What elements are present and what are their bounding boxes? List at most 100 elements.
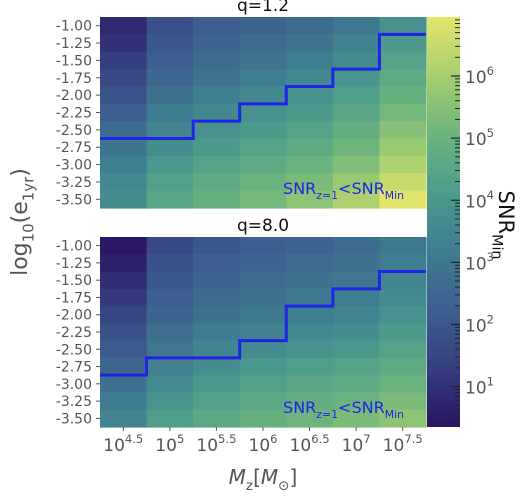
heatmap-cell — [286, 190, 334, 209]
y-tick-label: -2.00 — [56, 308, 92, 324]
heatmap-cell — [379, 271, 427, 290]
heatmap-cell — [332, 51, 381, 70]
y-tick-label: -2.50 — [56, 342, 92, 358]
colorbar-tick-label-part: 2 — [487, 312, 494, 326]
heatmap-cell — [332, 86, 381, 105]
y-tick-label: -1.00 — [56, 19, 92, 35]
heatmap-cell — [239, 306, 287, 324]
heatmap-cell — [332, 357, 381, 376]
heatmap-cell — [100, 86, 148, 105]
x-tick-label-part: 10 — [290, 436, 312, 456]
y-axis-label-part: 10 — [20, 223, 38, 242]
panel-annotation: SNRz=1<SNRMin — [283, 179, 404, 202]
x-tick-label-part: 7.5 — [404, 432, 422, 446]
heatmap-cell — [193, 121, 241, 140]
y-tick-label: -1.00 — [56, 239, 92, 255]
x-tick-label: 107.5 — [383, 432, 423, 456]
x-axis-label-part: M — [261, 465, 278, 489]
x-tick-label: 106.5 — [290, 432, 330, 456]
colorbar-tick-label: 106 — [465, 64, 494, 88]
heatmap-cell — [286, 323, 334, 342]
heatmap-cell — [379, 375, 427, 394]
x-tick-label-part: 10 — [249, 436, 271, 456]
y-tick-label: -3.50 — [56, 192, 92, 208]
heatmap-cell — [286, 288, 334, 307]
y-axis-label-part: 1yr — [20, 176, 38, 201]
heatmap-cell — [286, 409, 334, 428]
heatmap-cell — [379, 86, 427, 105]
heatmap-cell — [332, 190, 381, 209]
y-tick-label: -3.00 — [56, 158, 92, 174]
heatmap-cell — [286, 138, 334, 157]
heatmap-cell — [146, 254, 194, 273]
y-tick-label: -2.50 — [56, 123, 92, 139]
heatmap-cell — [146, 190, 194, 209]
panel-annotation-part: Min — [385, 189, 404, 202]
y-tick-label: -2.25 — [56, 325, 92, 341]
heatmap-cell — [332, 375, 381, 394]
heatmap-cell — [379, 306, 427, 324]
colorbar-tick-label-part: 3 — [487, 250, 494, 264]
heatmap-cell — [100, 375, 148, 394]
heatmap-cell — [146, 409, 194, 428]
y-axis-label-part: (e — [8, 201, 33, 223]
heatmap-cell — [100, 121, 148, 140]
heatmap-cell — [193, 306, 241, 324]
heatmap-cell — [239, 190, 287, 209]
x-axis-label-part: ] — [290, 465, 298, 489]
heatmap-cell — [239, 138, 287, 157]
heatmap-cell — [100, 138, 148, 157]
heatmap-cell — [332, 121, 381, 140]
heatmap-cell — [379, 323, 427, 342]
heatmap-cell — [379, 409, 427, 428]
heatmap-cell — [239, 392, 287, 411]
heatmap-cell — [146, 237, 194, 255]
heatmap-cell — [286, 306, 334, 324]
heatmap-cell — [379, 392, 427, 411]
x-tick-label: 105.5 — [196, 432, 236, 456]
heatmap-cell — [239, 237, 287, 255]
heatmap-cell — [286, 271, 334, 290]
heatmap-cell — [146, 306, 194, 324]
heatmap-cell — [193, 340, 241, 359]
heatmap-cell — [239, 409, 287, 428]
heatmap-cell — [146, 375, 194, 394]
heatmap-cell — [379, 69, 427, 88]
heatmap-cell — [332, 340, 381, 359]
heatmap-cell — [100, 254, 148, 273]
heatmap-cell — [332, 254, 381, 273]
heatmap-cell — [332, 306, 381, 324]
x-tick-label-part: 5 — [177, 432, 184, 446]
heatmap-cell — [193, 190, 241, 209]
colorbar-tick-label-part: 5 — [487, 126, 494, 140]
heatmap-cell — [239, 34, 287, 53]
heatmap-cell — [286, 103, 334, 122]
heatmap-cell — [332, 271, 381, 290]
heatmap-cell — [379, 254, 427, 273]
heatmap-cell — [100, 237, 148, 255]
y-tick-label: -3.00 — [56, 377, 92, 393]
colorbar-bar — [427, 17, 460, 427]
heatmap-cell — [239, 121, 287, 140]
heatmap-cell — [379, 138, 427, 157]
x-tick-label-part: 10 — [103, 436, 125, 456]
colorbar-tick-label-part: 10 — [465, 379, 487, 399]
snr-boundary-line — [100, 270, 426, 377]
colorbar-tick-label: 102 — [465, 312, 494, 336]
heatmap-cell — [100, 288, 148, 307]
x-tick-label: 106 — [249, 432, 278, 456]
heatmap-cell — [146, 288, 194, 307]
heatmap-cell — [379, 51, 427, 70]
heatmap-cell — [100, 323, 148, 342]
heatmap-cell — [193, 17, 241, 35]
heatmap-cell — [100, 103, 148, 122]
heatmap-cell — [146, 271, 194, 290]
heatmap-cell — [193, 34, 241, 53]
heatmap-cell — [286, 392, 334, 411]
heatmap-cell — [146, 392, 194, 411]
heatmap-cell — [146, 173, 194, 192]
heatmap-cell — [146, 34, 194, 53]
x-tick-label: 107 — [342, 432, 371, 456]
heatmap-cell — [332, 409, 381, 428]
axes-layer: 104.5 105 105.5 106 106.5 107 107.5Mz[M⊙]log10… — [8, 168, 423, 494]
